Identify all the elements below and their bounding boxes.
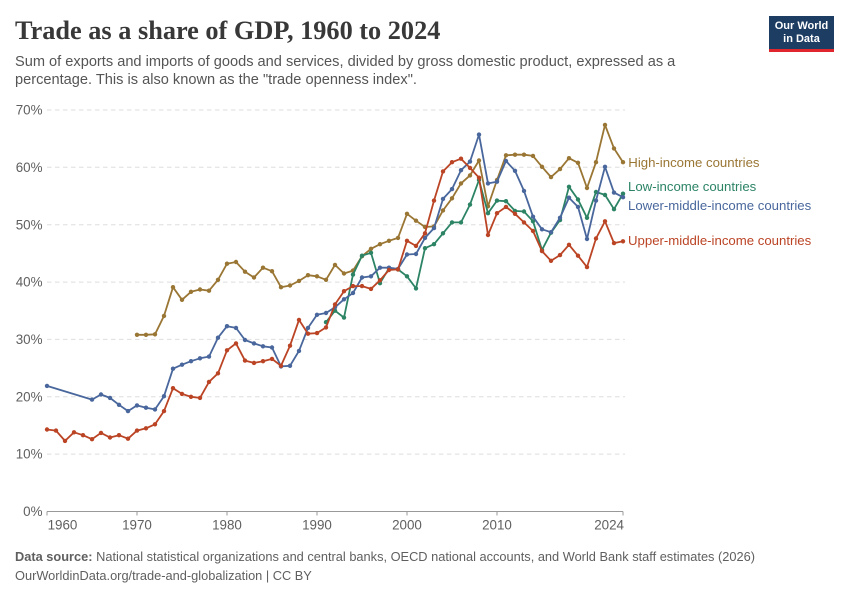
svg-text:2024: 2024: [594, 518, 624, 533]
svg-text:Upper-middle-income countries: Upper-middle-income countries: [628, 233, 812, 248]
svg-text:60%: 60%: [16, 160, 43, 175]
svg-text:10%: 10%: [16, 447, 43, 462]
svg-text:1990: 1990: [302, 518, 332, 533]
svg-text:Low-income countries: Low-income countries: [628, 179, 757, 194]
svg-text:Lower-middle-income countries: Lower-middle-income countries: [628, 198, 812, 213]
svg-text:2010: 2010: [482, 518, 512, 533]
svg-text:1970: 1970: [122, 518, 152, 533]
svg-text:1960: 1960: [48, 518, 78, 533]
svg-text:2000: 2000: [392, 518, 422, 533]
svg-text:30%: 30%: [16, 332, 43, 347]
svg-text:High-income countries: High-income countries: [628, 155, 760, 170]
svg-text:50%: 50%: [16, 217, 43, 232]
svg-text:0%: 0%: [23, 504, 42, 519]
svg-text:1980: 1980: [212, 518, 242, 533]
svg-text:40%: 40%: [16, 275, 43, 290]
svg-text:20%: 20%: [16, 389, 43, 404]
svg-text:70%: 70%: [16, 103, 43, 118]
